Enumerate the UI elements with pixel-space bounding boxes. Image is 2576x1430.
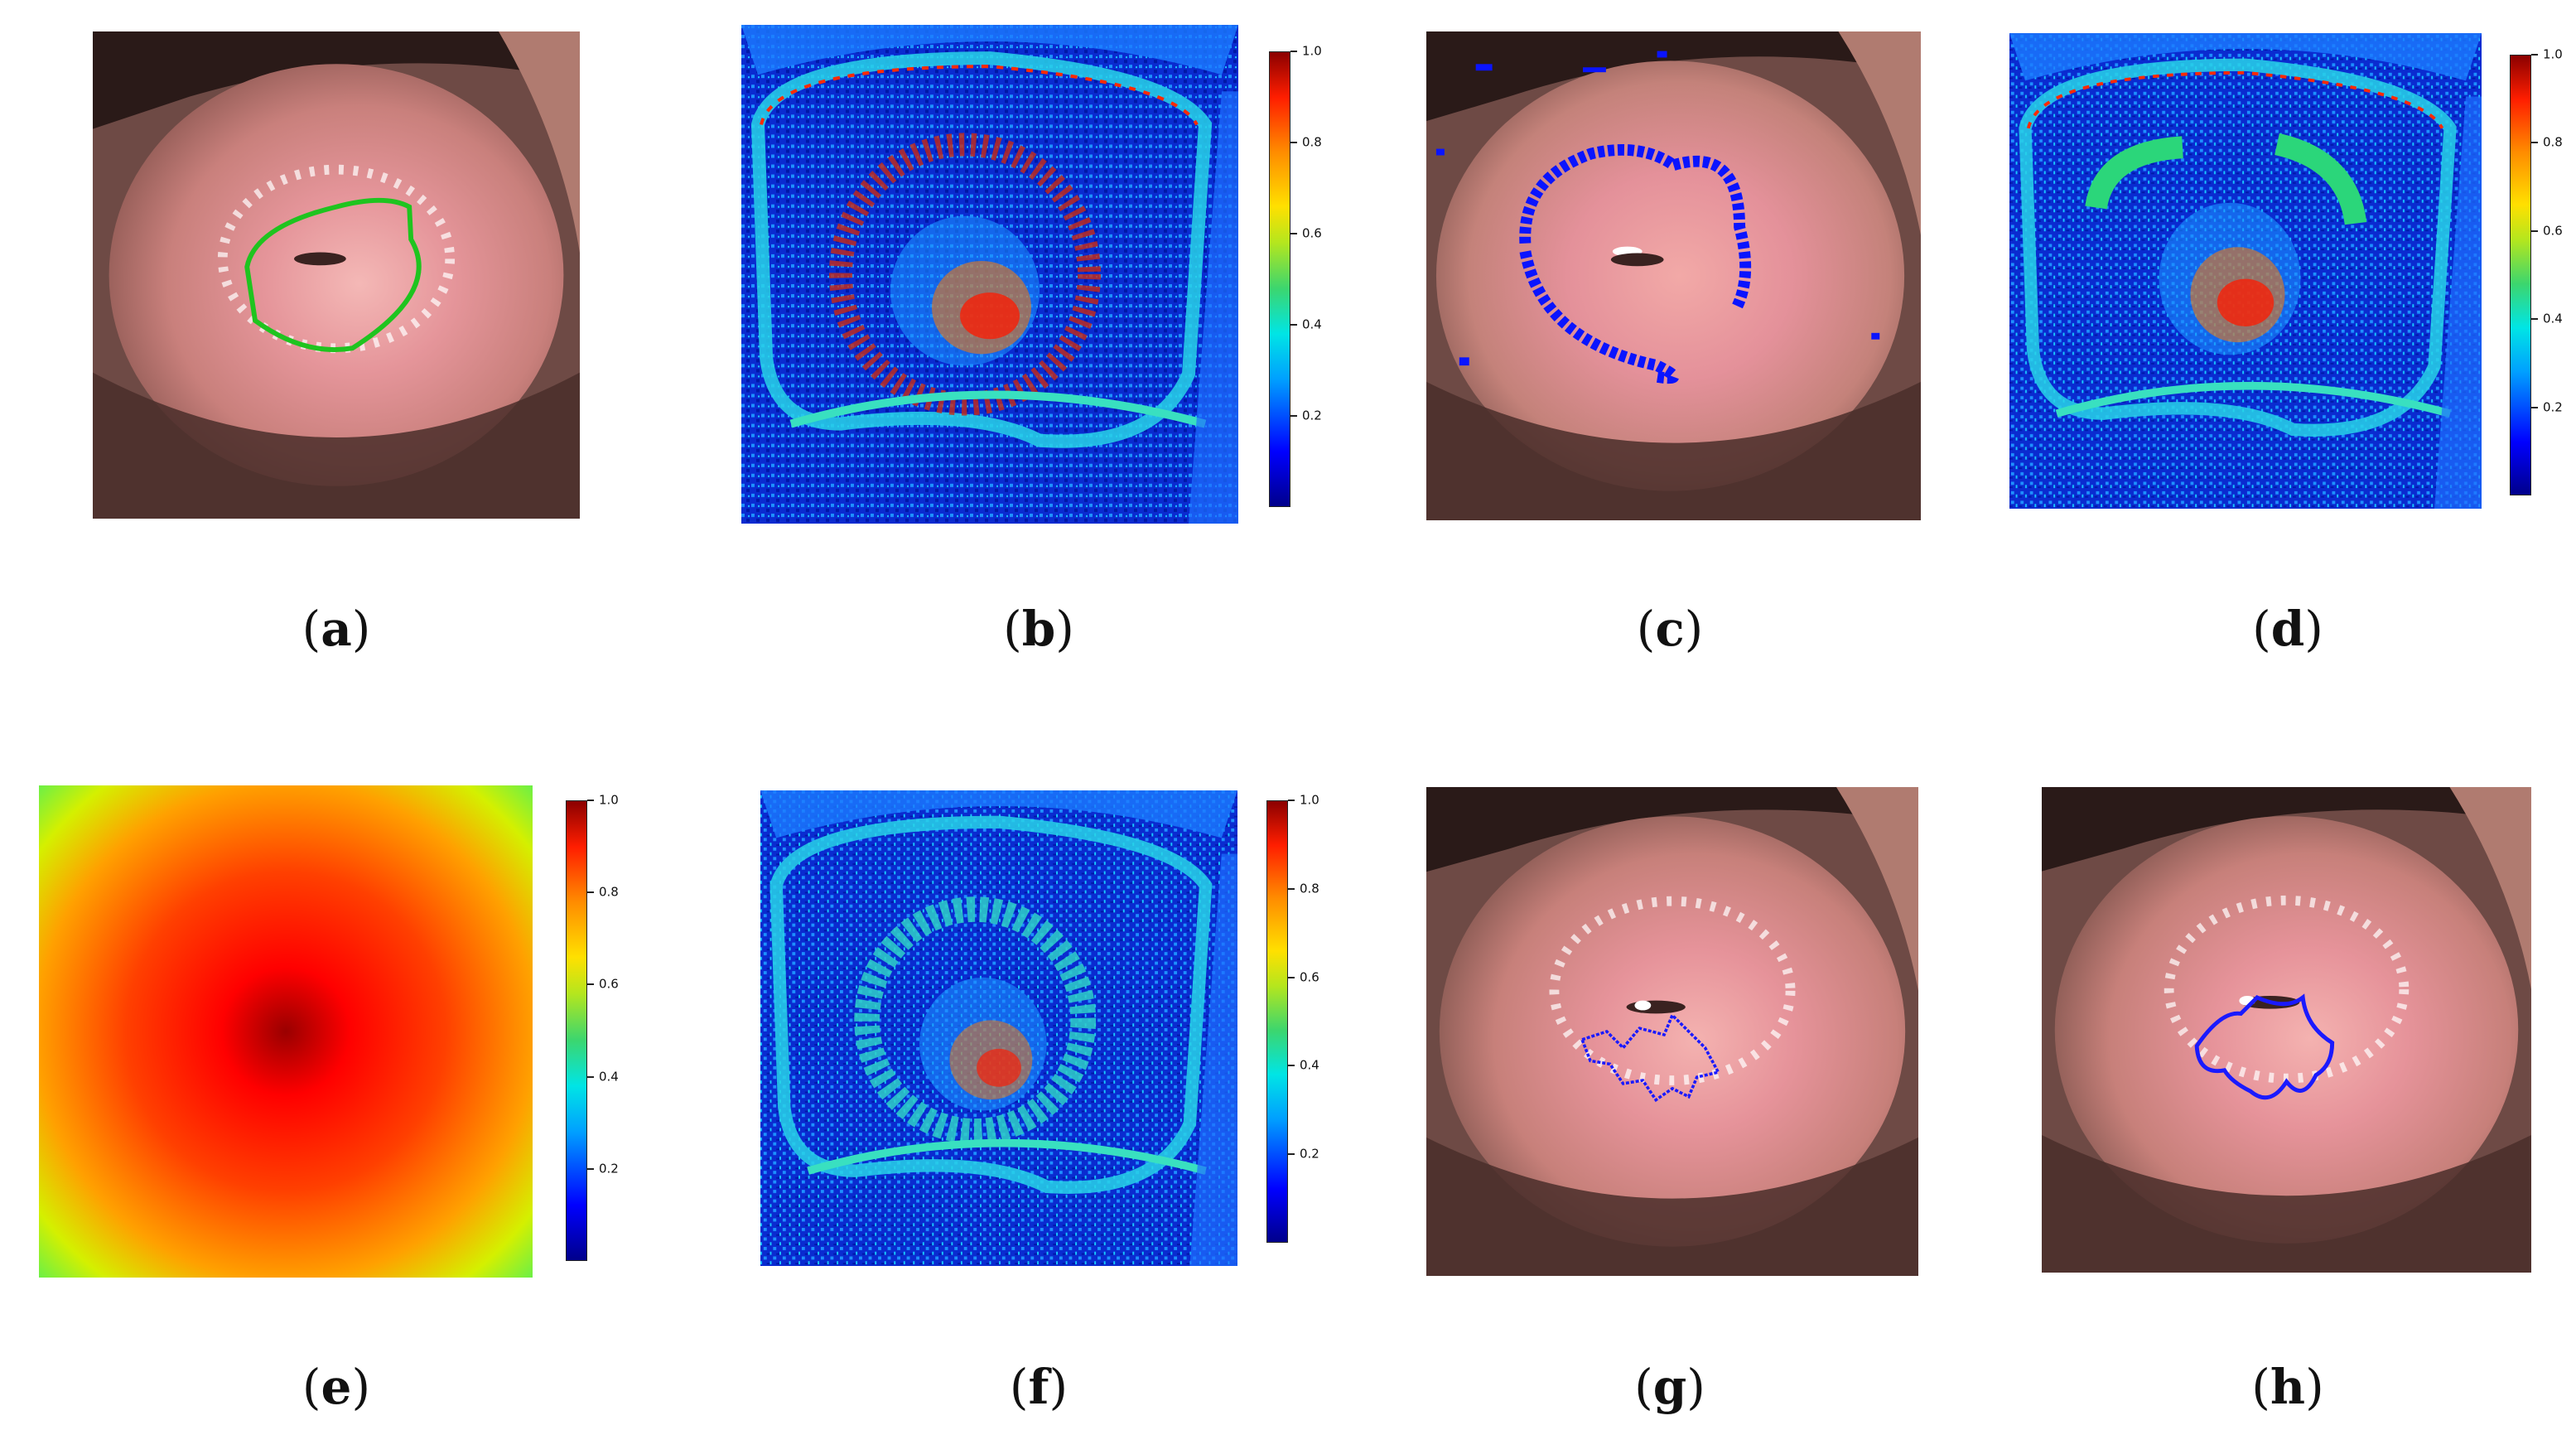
colorbar-tick-label: 0.6 (1300, 969, 1319, 985)
colorbar-tick-label: 1.0 (599, 792, 619, 808)
panel-g-image (1426, 787, 1918, 1276)
colorbar-gradient (566, 800, 587, 1261)
colorbar-tick-label: 1.0 (2543, 46, 2563, 62)
caption-h: (h) (2251, 1359, 2324, 1415)
colorbar-tick (587, 1167, 594, 1170)
colorbar-tick (587, 891, 594, 894)
green-contour (244, 197, 422, 352)
colorbar-tick (2531, 142, 2538, 144)
colorbar-tick-label: 0.8 (1300, 881, 1319, 896)
colorbar-tick (587, 983, 594, 986)
colorbar-tick-label: 1.0 (1302, 43, 1322, 59)
panel-h-image (2042, 787, 2531, 1273)
panel-c-image (1426, 31, 1921, 520)
colorbar-tick (1290, 233, 1297, 234)
caption-f: (f) (1009, 1359, 1069, 1415)
colorbar-tick (2531, 54, 2538, 56)
colorbar-tick (1290, 51, 1297, 52)
colorbar-tick-label: 0.2 (599, 1161, 619, 1176)
colorbar-tick-label: 0.4 (1300, 1057, 1319, 1073)
colorbar-tick-label: 0.2 (1300, 1146, 1319, 1162)
colorbar-tick (1290, 142, 1297, 143)
caption-c: (c) (1636, 601, 1704, 657)
colorbar-tick-label: 0.2 (2543, 399, 2563, 415)
colorbar-tick-label: 0.8 (1302, 134, 1322, 150)
colorbar-tick-label: 0.6 (599, 976, 619, 992)
colorbar-tick (587, 1075, 594, 1078)
colorbar-tick (587, 800, 594, 801)
caption-b: (b) (1003, 601, 1074, 657)
colorbar-tick-label: 1.0 (1300, 792, 1319, 808)
colorbar-tick (1288, 887, 1295, 890)
caption-a: (a) (301, 601, 371, 657)
colorbar-tick-label: 0.6 (2543, 223, 2563, 239)
colorbar-gradient (1269, 51, 1290, 507)
colorbar-tick-label: 0.8 (2543, 134, 2563, 150)
colorbar-tick (1288, 1065, 1295, 1067)
colorbar-tick-label: 0.4 (599, 1069, 619, 1085)
panel-e-weight-map (39, 785, 533, 1278)
blue-contour (1580, 1012, 1721, 1103)
colorbar-tick (1288, 976, 1295, 978)
panel-d-heatmap (2009, 33, 2482, 509)
colorbar-tick-label: 0.8 (599, 884, 619, 900)
panel-f-heatmap (760, 790, 1237, 1266)
colorbar-tick-label: 0.4 (1302, 316, 1322, 332)
colorbar-tick-label: 0.6 (1302, 225, 1322, 241)
caption-d: (d) (2252, 601, 2323, 657)
caption-g: (g) (1634, 1359, 1705, 1415)
colorbar-tick (1288, 1153, 1295, 1156)
blue-contour (2194, 993, 2335, 1100)
colorbar-tick (1290, 415, 1297, 417)
colorbar-tick (2531, 318, 2538, 321)
panel-a-image (93, 31, 580, 519)
colorbar-gradient (1266, 800, 1288, 1243)
colorbar-tick-label: 0.4 (2543, 311, 2563, 326)
colorbar-tick (1290, 324, 1297, 326)
colorbar-tick (2531, 406, 2538, 408)
colorbar-tick-label: 0.2 (1302, 408, 1322, 423)
colorbar-tick (1288, 800, 1295, 801)
colorbar-gradient (2510, 55, 2531, 495)
caption-e: (e) (301, 1359, 371, 1415)
panel-b-heatmap (741, 25, 1238, 524)
colorbar-tick (2531, 229, 2538, 232)
blue-mask (1519, 144, 1752, 384)
